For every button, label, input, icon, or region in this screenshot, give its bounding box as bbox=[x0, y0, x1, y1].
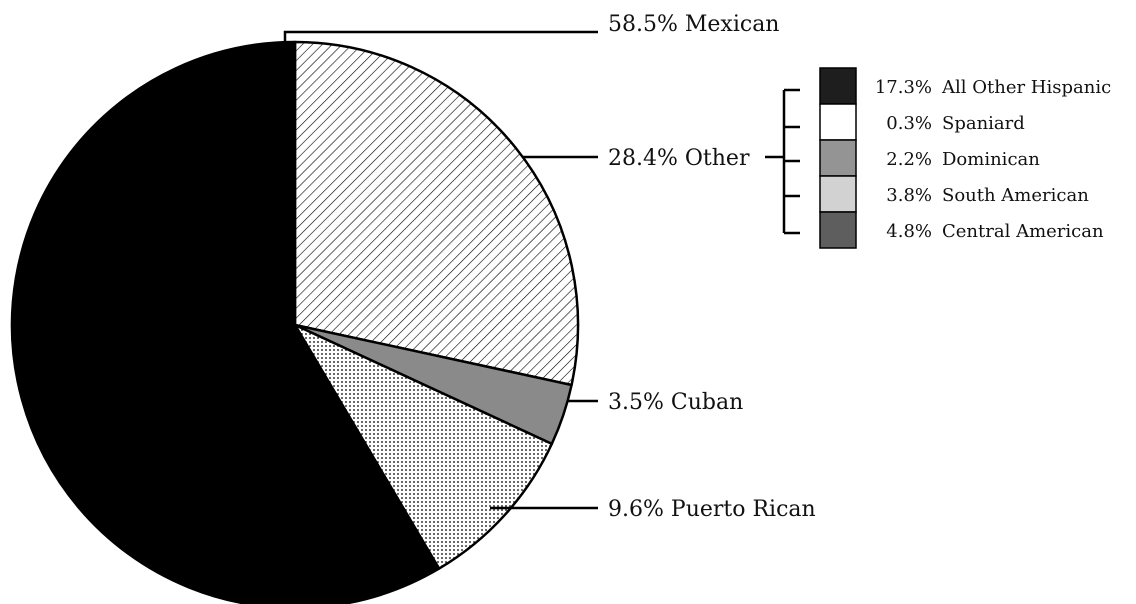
slice-label-cuban: 3.5% Cuban bbox=[608, 390, 743, 415]
other-breakdown: 17.3% All Other Hispanic 0.3% Spaniard 2.2% D… bbox=[765, 67, 1111, 249]
slice-label-other: 28.4% Other bbox=[608, 146, 750, 171]
swatch-south-american bbox=[819, 175, 857, 213]
pie-slice-mexican bbox=[10, 40, 441, 604]
breakdown-label-central-american: Central American bbox=[942, 221, 1104, 242]
slice-label-mexican: 58.5% Mexican bbox=[608, 12, 779, 37]
pie-slice-puerto-rican bbox=[293, 323, 554, 570]
swatch-central-american bbox=[819, 211, 857, 249]
swatch-all-other-hispanic bbox=[819, 67, 857, 105]
breakdown-value-south-american: 3.8% bbox=[886, 185, 932, 206]
slice-label-puerto-rican: 9.6% Puerto Rican bbox=[608, 497, 816, 522]
pie-slices bbox=[10, 40, 580, 604]
leader-lines bbox=[283, 30, 598, 510]
breakdown-value-spaniard: 0.3% bbox=[886, 113, 932, 134]
swatch-dominican bbox=[819, 139, 857, 177]
breakdown-value-central-american: 4.8% bbox=[886, 221, 932, 242]
breakdown-label-dominican: Dominican bbox=[942, 149, 1040, 170]
breakdown-value-all-other-hispanic: 17.3% bbox=[875, 77, 932, 98]
breakdown-label-all-other-hispanic: All Other Hispanic bbox=[941, 77, 1111, 98]
breakdown-label-south-american: South American bbox=[942, 185, 1089, 206]
leader-line-mexican bbox=[283, 30, 598, 44]
pie-slice-other bbox=[293, 40, 580, 387]
slice-labels: 28.4% Other 3.5% Cuban 9.6% Puerto Rican 58… bbox=[608, 12, 816, 522]
breakdown-value-dominican: 2.2% bbox=[886, 149, 932, 170]
swatch-spaniard bbox=[819, 103, 857, 141]
breakdown-label-spaniard: Spaniard bbox=[942, 113, 1025, 134]
